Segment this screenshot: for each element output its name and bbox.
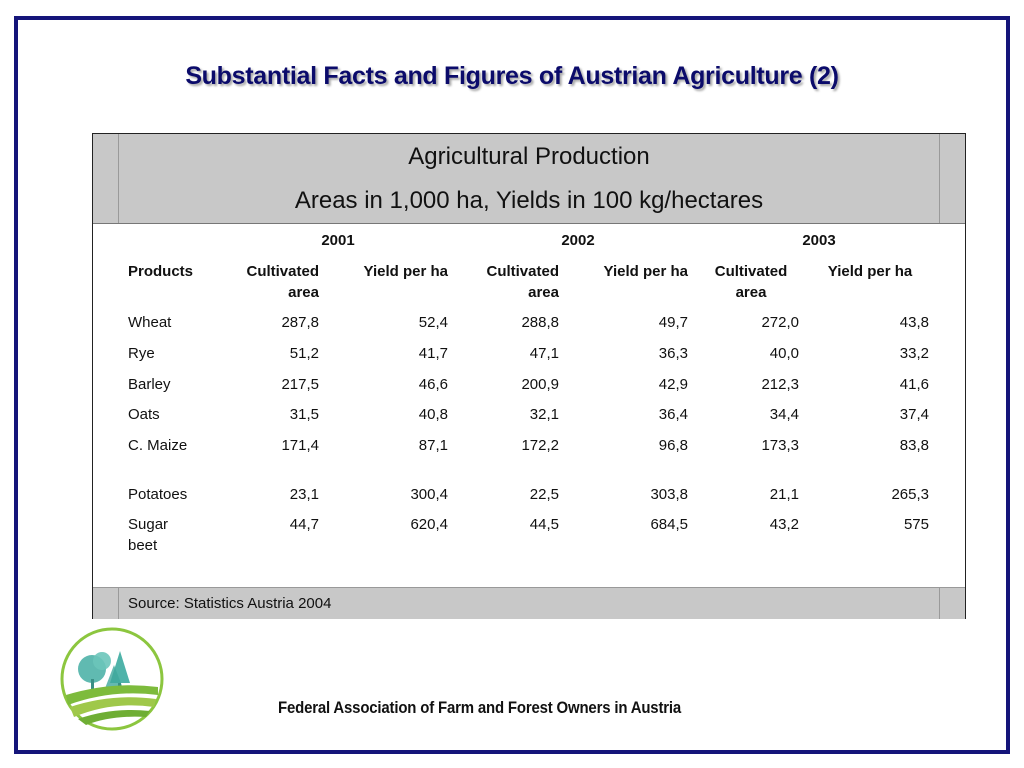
table-cell: 44,5 [529,516,559,533]
row-product-label: Potatoes [128,486,188,503]
table-cell: 40,8 [418,406,448,423]
table-cell: 212,3 [761,376,799,393]
table-cell: 52,4 [418,314,448,331]
table-cell: 43,2 [769,516,799,533]
row-product-label: Sugar beet [128,516,169,554]
table-heading-row: Agricultural Production [93,134,965,180]
farm-forest-logo-icon [60,627,164,731]
table-cell: 31,5 [289,406,319,423]
table-cell: 23,1 [289,486,319,503]
table-cell: 36,4 [658,406,688,423]
column-divider [939,134,940,179]
row-product-label: Wheat [128,314,172,331]
column-divider [118,588,119,619]
table-cell: 272,0 [761,314,799,331]
row-product-label: C. Maize [128,437,188,454]
table-cell: 36,3 [658,345,688,362]
table-cell: 43,8 [899,314,929,331]
table-cell: 40,0 [769,345,799,362]
table-cell: 172,2 [521,437,559,454]
table-cell: 83,8 [899,437,929,454]
table-cell: 575 [903,516,929,533]
table-cell: 41,7 [418,345,448,362]
table-subheading: Areas in 1,000 ha, Yields in 100 kg/hect… [294,187,764,214]
table-cell: 300,4 [410,486,448,503]
table-footer-row: Source: Statistics Austria 2004 [93,587,965,619]
table-cell: 37,4 [899,406,929,423]
slide-frame [14,16,1010,754]
table-cell: 42,9 [658,376,688,393]
year-2003: 2003 [802,232,836,249]
table-cell: 34,4 [769,406,799,423]
column-divider [939,588,940,619]
table-cell: 47,1 [529,345,559,362]
table-cell: 96,8 [658,437,688,454]
col-header-yield-2001: Yield per ha [363,263,448,280]
table-cell: 32,1 [529,406,559,423]
table-heading: Agricultural Production [408,143,650,170]
col-header-yield-2003: Yield per ha [827,263,913,280]
year-2001: 2001 [321,232,355,249]
row-product-label: Rye [128,345,155,362]
table-cell: 200,9 [521,376,559,393]
col-header-area-2001: Cultivated area [246,263,319,301]
table-cell: 22,5 [529,486,559,503]
table-source: Source: Statistics Austria 2004 [128,595,332,612]
table-cell: 44,7 [289,516,319,533]
table-cell: 288,8 [521,314,559,331]
table-cell: 49,7 [658,314,688,331]
table-cell: 46,6 [418,376,448,393]
table-cell: 173,3 [761,437,799,454]
table-cell: 265,3 [891,486,929,503]
table-cell: 41,6 [899,376,929,393]
table-cell: 620,4 [410,516,448,533]
table-cell: 87,1 [418,437,448,454]
column-divider [118,134,119,179]
row-product-label: Oats [128,406,160,423]
table-cell: 171,4 [281,437,319,454]
col-header-area-2003: Cultivated area [714,263,788,301]
production-table: Agricultural Production Areas in 1,000 h… [92,133,966,619]
table-cell: 21,1 [769,486,799,503]
row-product-label: Barley [128,376,171,393]
table-cell: 51,2 [289,345,319,362]
col-header-yield-2002: Yield per ha [603,263,688,280]
column-divider [939,179,940,223]
footer-organization: Federal Association of Farm and Forest O… [278,698,682,717]
table-cell: 287,8 [281,314,319,331]
table-cell: 303,8 [650,486,688,503]
table-cell: 217,5 [281,376,319,393]
col-header-products: Products [128,263,194,280]
year-2002: 2002 [561,232,595,249]
table-subheading-row: Areas in 1,000 ha, Yields in 100 kg/hect… [93,179,965,224]
col-header-area-2002: Cultivated area [486,263,559,301]
table-cell: 33,2 [899,345,929,362]
slide-title: Substantial Facts and Figures of Austria… [185,62,839,90]
table-cell: 684,5 [650,516,688,533]
column-divider [118,179,119,223]
